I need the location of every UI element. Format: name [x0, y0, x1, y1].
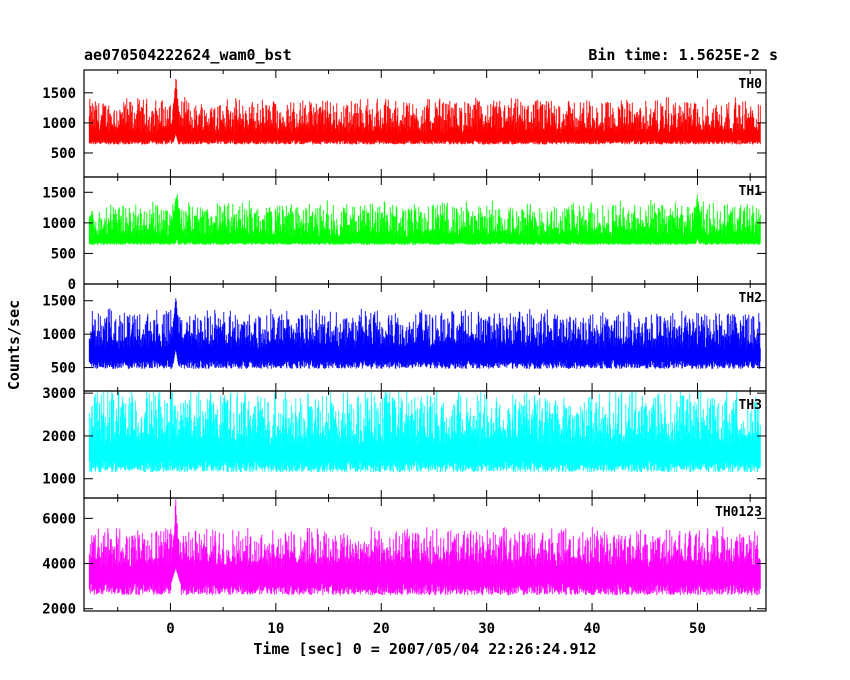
series-th0: [88, 79, 761, 145]
y-tick-label: 1000: [42, 116, 76, 132]
panel-label: TH2: [739, 291, 762, 306]
x-tick-label: 20: [373, 621, 390, 637]
x-tick-label: 10: [267, 621, 284, 637]
y-tick-label: 0: [68, 277, 76, 293]
x-tick-label: 30: [478, 621, 495, 637]
y-tick-label: 1000: [42, 216, 76, 232]
panel-th3: 1000 2000 3000 TH3: [42, 386, 767, 499]
x-tick-label: 50: [689, 621, 706, 637]
series-th0123: [88, 499, 761, 596]
y-tick-label: 500: [51, 146, 76, 162]
y-tick-label: 500: [51, 246, 76, 262]
panel-label: TH3: [739, 398, 762, 413]
y-tick-label: 2000: [42, 429, 76, 445]
panels-group: 500 1000 1500 TH0 0 500 1000 1500 TH1 500 1000 1500…: [42, 69, 767, 618]
y-tick-label: 1000: [42, 327, 76, 343]
bin-time-label: Bin time: 1.5625E-2 s: [588, 46, 778, 64]
y-axis-label: Counts/sec: [5, 300, 23, 390]
x-tick-label: 0: [166, 621, 174, 637]
panel-label: TH1: [739, 184, 763, 199]
y-tick-label: 1500: [42, 185, 76, 201]
x-axis: 0 10 20 30 40 50: [166, 621, 706, 637]
y-tick-label: 6000: [42, 511, 76, 527]
panel-label: TH0123: [715, 505, 762, 520]
panel-th0123: 2000 4000 6000 TH0123: [42, 497, 767, 618]
y-tick-label: 1500: [42, 294, 76, 310]
y-tick-label: 3000: [42, 386, 76, 402]
y-tick-label: 1500: [42, 86, 76, 102]
series-th3: [88, 391, 761, 473]
panel-frame: [83, 497, 767, 612]
panel-label: TH0: [739, 77, 763, 92]
chart-title: ae070504222624_wam0_bst: [84, 46, 292, 64]
x-tick-label: 40: [584, 621, 601, 637]
panel-th0: 500 1000 1500 TH0: [42, 69, 767, 178]
y-tick-label: 500: [51, 361, 76, 377]
y-tick-label: 2000: [42, 602, 76, 618]
x-axis-label: Time [sec] 0 = 2007/05/04 22:26:24.912: [253, 640, 596, 658]
series-th2: [88, 298, 761, 369]
y-tick-label: 4000: [42, 557, 76, 573]
panel-th2: 500 1000 1500 TH2: [42, 283, 767, 392]
series-th1: [88, 194, 761, 245]
panel-th1: 0 500 1000 1500 TH1: [42, 176, 767, 293]
y-tick-label: 1000: [42, 472, 76, 488]
